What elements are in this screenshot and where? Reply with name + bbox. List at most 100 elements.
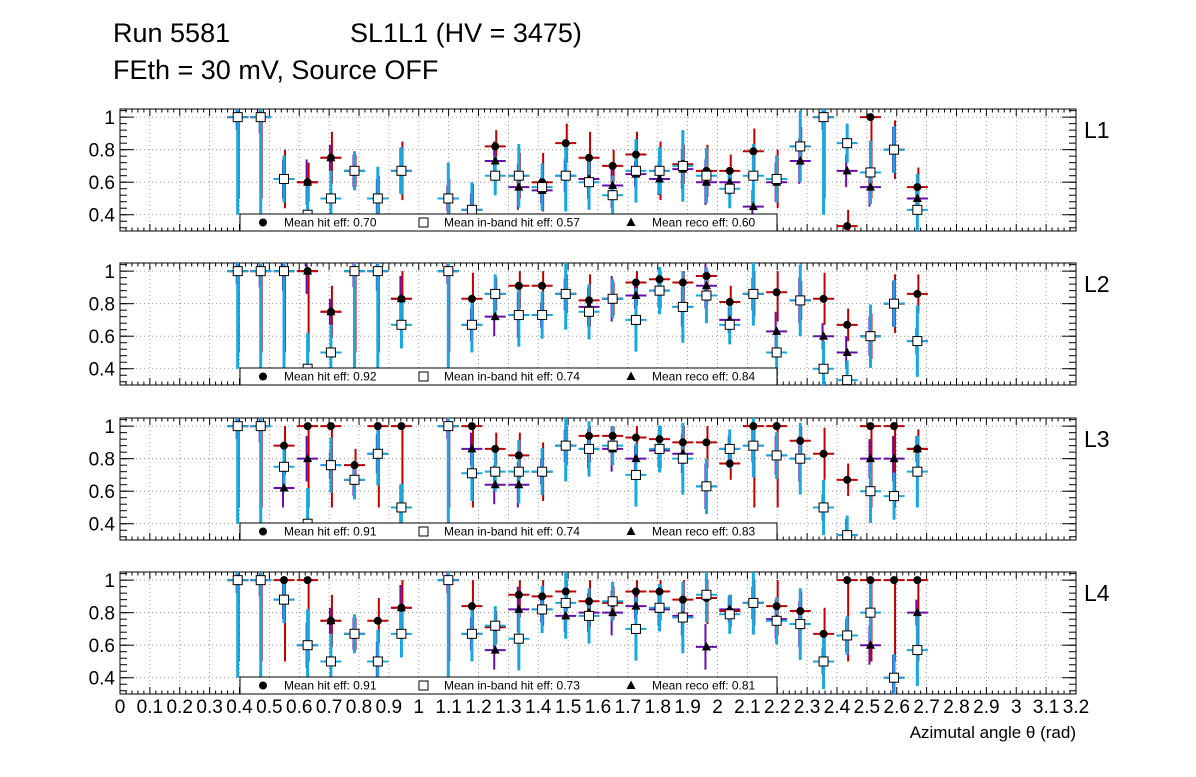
inband-eff-point [630,165,641,176]
panel-label: L2 [1084,271,1110,297]
inband-eff-point [372,266,383,277]
inband-eff-point [771,615,782,626]
inband-eff-point [560,597,571,608]
inband-eff-point [818,502,829,513]
hit-eff-point [491,142,500,151]
legend-reco-label: Mean reco eff: 0.60 [652,216,756,230]
inband-eff-point [607,440,618,451]
x-tick-label: 2.8 [943,697,969,718]
inband-eff-point [302,640,313,651]
legend-box [239,367,778,386]
inband-eff-point [349,474,360,485]
hit-eff-point [467,602,476,611]
inband-eff-point [842,138,853,149]
hit-eff-point [819,449,828,458]
inband-eff-point [889,144,900,155]
reco-eff-point [279,482,289,492]
hit-eff-point [913,183,922,192]
inband-eff-point [865,167,876,178]
inband-eff-point [630,469,641,480]
hit-eff-point [538,281,547,290]
inband-eff-point [443,266,454,277]
legend-reco-label: Mean reco eff: 0.84 [652,370,756,384]
inband-eff-point [396,165,407,176]
hit-eff-point [725,166,734,175]
hit-eff-point [702,272,711,281]
hit-eff-point [749,422,758,431]
inband-eff-point [724,319,735,330]
inband-eff-point [513,310,524,321]
hit-eff-point [631,433,640,442]
hit-eff-point [819,294,828,303]
x-tick-label: 0.7 [316,697,342,718]
x-tick-label: 1.4 [525,697,552,718]
reco-eff-point [631,290,641,300]
inband-eff-point [372,656,383,667]
inband-eff-point [466,204,477,215]
hit-eff-point [350,461,359,470]
inband-eff-point [490,620,501,631]
inband-eff-point [232,112,243,123]
hit-eff-point [514,451,523,460]
inband-eff-point [443,193,454,204]
inband-eff-point [865,607,876,618]
inband-eff-point [325,347,336,358]
hit-eff-point [631,587,640,596]
inband-eff-point [607,596,618,607]
reco-eff-point [303,177,313,186]
panel-l3: 0.4 0.6 0.8 1 L3 Mean hit eff: 0.91 Mean in-ba… [89,417,1110,541]
inband-eff-point [513,633,524,644]
legend-reco-label: Mean reco eff: 0.83 [652,525,756,539]
chamber-label: SL1L1 (HV = 3475) [350,18,582,48]
x-tick-label: 3.1 [1033,697,1059,718]
hit-eff-point [631,278,640,287]
inband-eff-point [349,165,360,176]
hit-eff-point [655,275,664,284]
x-tick-label: 1.9 [674,697,700,718]
panel-label: L3 [1084,426,1110,452]
inband-eff-point [795,453,806,464]
hit-eff-point [373,616,382,625]
inband-eff-point [912,466,923,477]
hit-eff-point [303,422,312,431]
x-tick-label: 1.3 [495,697,521,718]
hit-eff-point [585,431,594,440]
reco-eff-point [561,610,571,620]
legend-reco-marker [626,371,636,380]
x-tick-label: 2.4 [824,697,851,718]
panel-label: L4 [1084,580,1110,606]
x-tick-label: 2.5 [854,697,880,718]
legend-reco-marker [626,217,636,226]
reco-eff-point [608,180,618,189]
reco-eff-point [608,607,618,617]
hit-eff-point [796,607,805,616]
hit-eff-point [538,592,547,601]
y-tick-label: 0.6 [89,327,115,348]
reco-eff-point [725,177,735,186]
inband-eff-point [232,421,243,432]
inband-eff-point [818,363,829,374]
x-tick-label: 0.5 [256,697,282,718]
inband-eff-point [771,347,782,358]
inband-eff-point [912,645,923,656]
inband-eff-point [396,502,407,513]
legend-inband-label: Mean in-band hit eff: 0.74 [444,525,580,539]
reco-eff-point [631,453,641,463]
inband-eff-point [255,421,266,432]
y-tick-label: 0.8 [89,295,115,316]
y-tick-label: 0.4 [89,360,116,381]
inband-eff-point [724,443,735,454]
y-tick-label: 0.4 [89,206,116,227]
inband-eff-point [325,460,336,471]
x-tick-label: 2.2 [764,697,790,718]
reco-eff-point [467,443,477,453]
legend-hit-marker [259,372,267,381]
y-tick-label: 0.8 [89,450,115,471]
inband-eff-point [490,288,501,299]
x-axis-label: Azimutal angle θ (rad) [910,723,1076,742]
inband-eff-point [396,319,407,330]
hit-eff-point [514,590,523,599]
hit-eff-point [655,587,664,596]
inband-eff-point [842,375,853,386]
